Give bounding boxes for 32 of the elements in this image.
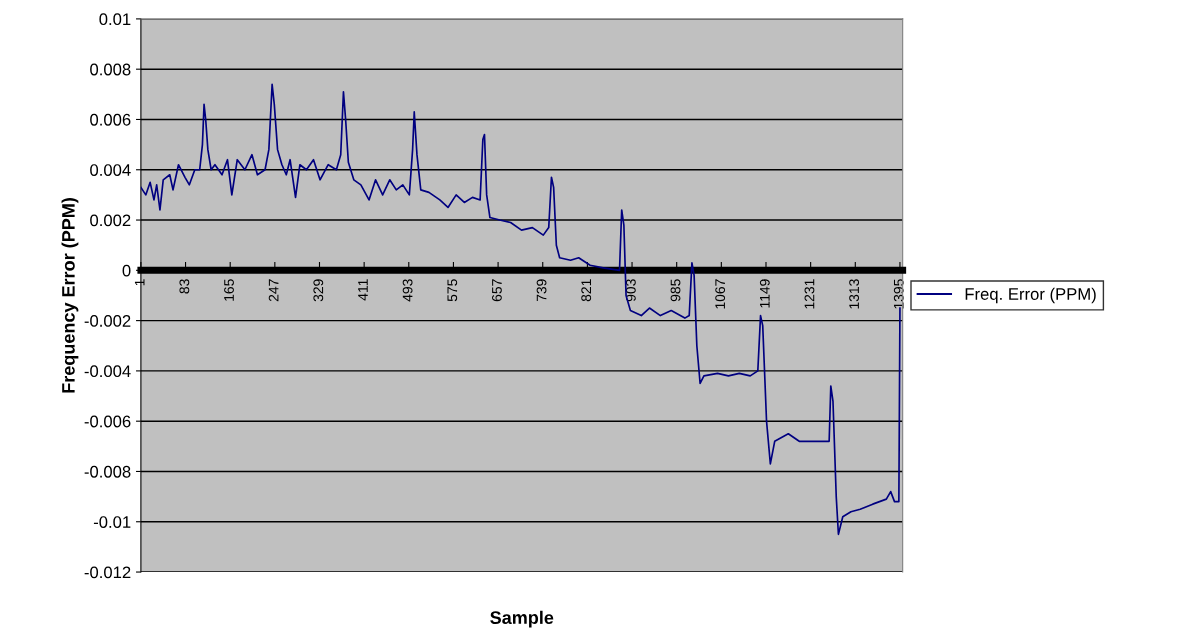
y-tick-label: -0.004: [84, 365, 131, 378]
x-tick-label: 575: [447, 279, 458, 302]
x-tick-label: 1231: [804, 279, 815, 309]
y-tick-label: 0.006: [90, 113, 131, 126]
x-tick-label: 1395: [893, 279, 904, 309]
y-tick-label: -0.01: [93, 516, 131, 528]
x-tick-label: 411: [358, 279, 368, 301]
x-tick-label: 83: [179, 279, 190, 294]
y-tick-label: -0.012: [84, 566, 131, 579]
x-tick-label: 1067: [715, 279, 726, 309]
x-tick-label: 329: [313, 279, 324, 302]
x-tick-label: 1: [134, 279, 145, 286]
x-tick-label: 821: [581, 279, 592, 302]
y-tick-label: 0.004: [90, 164, 131, 176]
y-tick-label: 0.01: [99, 13, 131, 26]
x-tick-label: 1149: [759, 279, 770, 308]
x-tick-label: 657: [491, 279, 502, 302]
y-tick-label: -0.002: [84, 315, 131, 327]
y-tick-label: -0.006: [84, 415, 131, 428]
x-tick-label: 739: [536, 279, 547, 302]
x-tick-label: 493: [402, 279, 413, 302]
y-tick-label: 0: [122, 264, 131, 277]
legend-label: Freq. Error (PPM): [965, 287, 1096, 304]
x-tick-label: 165: [224, 279, 234, 301]
x-tick-label: 985: [670, 279, 681, 302]
y-axis-title: Frequency Error (PPM): [61, 198, 79, 393]
y-tick-label: 0.008: [90, 63, 131, 76]
y-tick-label: -0.008: [84, 465, 131, 478]
x-axis-title: Sample: [490, 610, 554, 628]
x-tick-label: 1313: [849, 279, 860, 309]
x-tick-label: 247: [268, 279, 279, 302]
y-tick-label: 0.002: [90, 214, 131, 227]
